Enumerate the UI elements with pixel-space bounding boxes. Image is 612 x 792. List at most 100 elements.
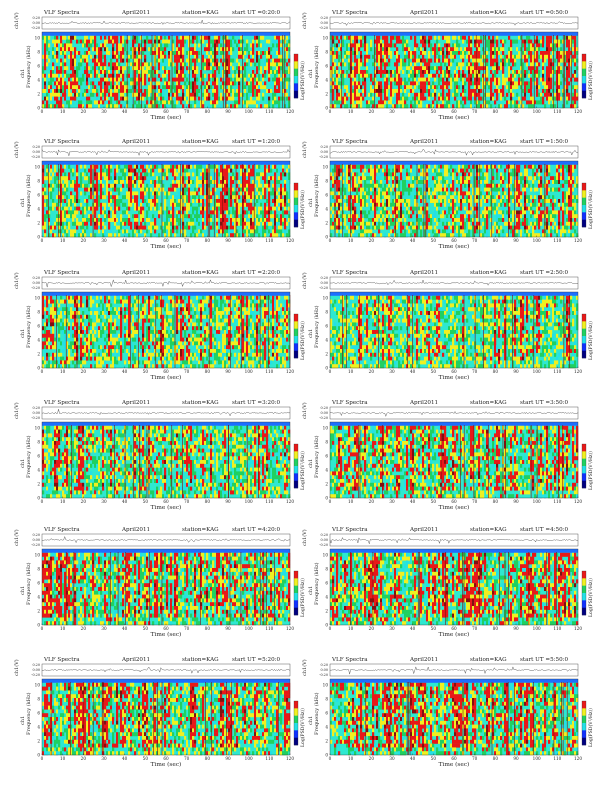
spectrogram-cell: [102, 43, 105, 48]
colorbar-segment: [294, 83, 298, 91]
spectrogram-cell: [490, 39, 493, 44]
spectrogram-cell: [186, 96, 189, 101]
spectrogram-cell: [236, 183, 239, 188]
spectrogram-cell: [458, 81, 461, 86]
spectrogram-cell: [548, 92, 551, 97]
spectrogram-cell: [154, 195, 157, 200]
spectrogram-cell: [248, 77, 251, 82]
spectrogram-cell: [452, 54, 455, 59]
spectrogram-cell: [556, 39, 559, 44]
spectrogram-cell: [556, 54, 559, 59]
spectrogram-cell: [76, 54, 79, 59]
spectrogram-cell: [488, 100, 491, 105]
spectrogram-cell: [60, 229, 63, 234]
spectrogram-cell: [424, 39, 427, 44]
spectrogram-cell: [532, 54, 535, 59]
spectrogram-cell: [430, 66, 433, 71]
spectrogram-cell: [200, 176, 203, 181]
spectrogram-cell: [266, 183, 269, 188]
spectrogram-cell: [220, 73, 223, 78]
spectrogram-cell: [262, 191, 265, 196]
spectrogram-cell: [88, 85, 91, 90]
spectrogram-cell: [66, 43, 69, 48]
spectrogram-cell: [76, 218, 79, 222]
spectrogram-cell: [288, 199, 291, 203]
spectrogram-cell: [522, 104, 525, 109]
spectrogram-cell: [224, 81, 227, 86]
spectrogram-cell: [398, 81, 401, 86]
spectrogram-cell: [120, 70, 123, 74]
spectrogram-cell: [412, 81, 415, 86]
spectrogram-cell: [286, 195, 289, 200]
spectrogram-cell: [146, 66, 149, 71]
spectrogram-cell: [230, 104, 233, 109]
spectrogram-cell: [72, 70, 75, 74]
spectrogram-cell: [428, 92, 431, 97]
spectrogram-cell: [228, 199, 231, 203]
spectrogram-cell: [504, 39, 507, 44]
spectrogram-cell: [46, 172, 49, 177]
spectrogram-cell: [148, 191, 151, 196]
spectrogram-cell: [338, 39, 341, 44]
spectrogram-cell: [102, 172, 105, 177]
spectrogram-cell: [146, 210, 149, 215]
spectrogram-cell: [494, 58, 497, 63]
spectrogram-cell: [574, 35, 577, 40]
spectrogram-cell: [158, 183, 161, 188]
spectrogram-cell: [232, 221, 235, 226]
spectrogram-cell: [412, 54, 415, 59]
spectrogram-cell: [352, 92, 355, 97]
spectrogram-cell: [228, 210, 231, 215]
spectrogram-cell: [204, 172, 207, 177]
spectrogram-cell: [362, 81, 365, 86]
spectrogram-cell: [48, 172, 51, 177]
spectrogram-cell: [114, 176, 117, 181]
spectrogram-cell: [136, 195, 139, 200]
spectrogram-cell: [552, 51, 555, 55]
spectrogram-cell: [376, 81, 379, 86]
spectrogram-cell: [196, 92, 199, 97]
waveform-ytick: 0.20: [320, 145, 328, 149]
spectrogram-cell: [44, 191, 47, 196]
spectrogram-cell: [406, 77, 409, 82]
spectrogram-cell: [52, 199, 55, 203]
spectrogram-cell: [162, 176, 165, 181]
spectrogram-cell: [150, 39, 153, 44]
spectrogram-cell: [70, 81, 73, 86]
spectrogram-cell: [508, 81, 511, 86]
spectrogram-cell: [248, 183, 251, 188]
spectrogram-cell: [528, 47, 531, 52]
spectrogram-cell: [558, 73, 561, 78]
spectrogram-cell: [186, 214, 189, 219]
spectrogram-cell: [266, 54, 269, 59]
spectrogram-cell: [200, 221, 203, 226]
spectrogram-cell: [506, 92, 509, 97]
spectrogram-cell: [568, 70, 571, 74]
spectrogram-cell: [142, 187, 145, 192]
spectrogram-cell: [276, 199, 279, 203]
frequency-ytick: 6: [37, 193, 40, 198]
spectrogram-cell: [182, 54, 185, 59]
spectrogram-cell: [130, 195, 133, 200]
spectrogram-cell: [370, 47, 373, 52]
spectrogram-cell: [90, 164, 93, 169]
spectrogram-cell: [118, 66, 121, 71]
spectrogram-cell: [164, 233, 167, 238]
spectrogram-cell: [538, 47, 541, 52]
spectrogram-cell: [202, 54, 205, 59]
spectrogram-cell: [188, 225, 191, 230]
spectrogram-cell: [412, 66, 415, 71]
spectrogram-cell: [458, 104, 461, 109]
spectrogram-cell: [190, 229, 193, 234]
spectrogram-cell: [516, 54, 519, 59]
spectrogram-cell: [48, 51, 51, 55]
spectrogram-cell: [180, 70, 183, 74]
spectrogram-cell: [178, 221, 181, 226]
spectrogram-cell: [352, 89, 355, 93]
spectrogram-cell: [44, 85, 47, 90]
spectrogram-cell: [84, 92, 87, 97]
spectrogram-cell: [164, 172, 167, 177]
spectrogram-cell: [86, 199, 89, 203]
spectrogram-cell: [76, 176, 79, 181]
spectrogram-cell: [472, 62, 475, 67]
